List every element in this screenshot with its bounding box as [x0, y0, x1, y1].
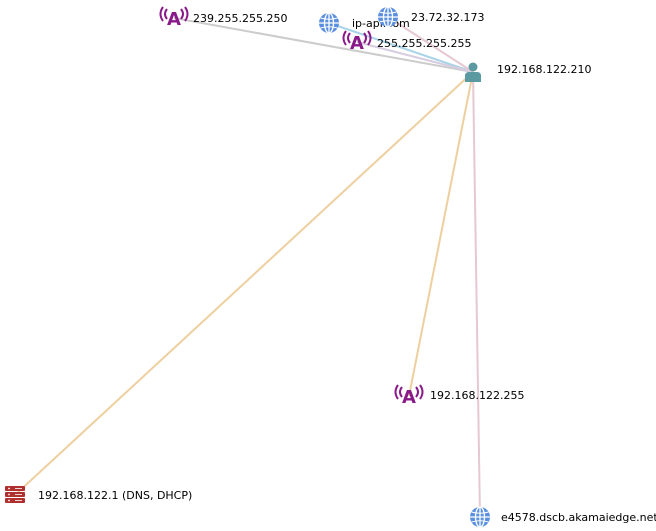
svg-text:A: A [167, 9, 181, 30]
node-host[interactable]: 192.168.122.210 [465, 62, 591, 83]
edge-host-ipapi [328, 22, 474, 73]
node-bc122[interactable]: A 192.168.122.255 [394, 384, 525, 408]
edge-host-akamai [472, 71, 481, 518]
globe-icon [378, 6, 398, 28]
node-akamai[interactable]: e4578.dscb.akamaiedge.net [470, 506, 656, 528]
globe-icon [319, 12, 339, 34]
edge-host-bc239 [173, 17, 474, 73]
globe-icon [470, 506, 490, 528]
edge-host-bc122 [408, 71, 474, 397]
graph-nodes: 192.168.122.210 A 239.255.255.250 ip-api.co… [5, 6, 656, 528]
svg-text:A: A [402, 387, 416, 408]
edge-host-bc255 [356, 41, 474, 73]
node-dns[interactable]: 192.168.122.1 (DNS, DHCP) [5, 486, 192, 503]
server-icon [5, 486, 25, 503]
edge-host-dns [14, 71, 474, 496]
node-bc255[interactable]: A 255.255.255.255 [342, 30, 472, 54]
node-label: 239.255.255.250 [193, 12, 287, 25]
node-label: 23.72.32.173 [411, 11, 484, 24]
edge-host-ip23 [387, 16, 474, 73]
node-bc239[interactable]: A 239.255.255.250 [159, 6, 288, 30]
node-label: 192.168.122.255 [430, 389, 524, 402]
user-icon [465, 62, 481, 82]
node-label: e4578.dscb.akamaiedge.net [501, 511, 656, 524]
broadcast-icon: A [394, 384, 424, 408]
svg-text:A: A [350, 33, 364, 54]
node-label: 192.168.122.1 (DNS, DHCP) [38, 489, 192, 502]
graph-edges [14, 16, 481, 518]
node-label: 192.168.122.210 [497, 63, 591, 76]
broadcast-icon: A [159, 6, 189, 30]
node-label: 255.255.255.255 [377, 37, 471, 50]
node-ipapi[interactable]: ip-api.com [319, 12, 410, 34]
node-ip23[interactable]: 23.72.32.173 [378, 6, 484, 28]
broadcast-icon: A [342, 30, 372, 54]
